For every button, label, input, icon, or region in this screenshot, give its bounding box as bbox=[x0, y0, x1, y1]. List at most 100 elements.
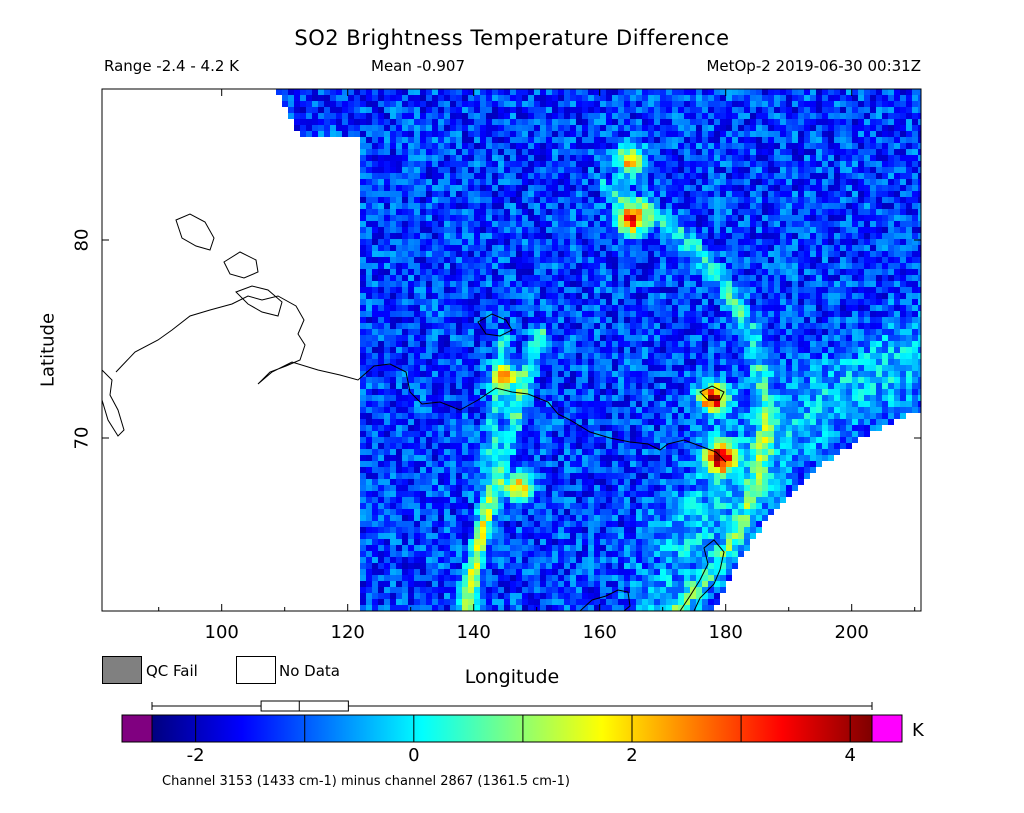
swath-pixel bbox=[546, 149, 552, 155]
swath-pixel bbox=[780, 209, 786, 215]
swath-pixel bbox=[762, 101, 768, 107]
swath-pixel bbox=[780, 257, 786, 263]
swath-pixel bbox=[702, 131, 708, 137]
swath-pixel bbox=[456, 371, 462, 377]
swath-pixel bbox=[666, 191, 672, 197]
swath-pixel bbox=[864, 329, 870, 335]
swath-pixel bbox=[780, 353, 786, 359]
swath-pixel bbox=[396, 257, 402, 263]
swath-pixel bbox=[480, 353, 486, 359]
swath-pixel bbox=[516, 365, 522, 371]
swath-pixel bbox=[666, 101, 672, 107]
swath-pixel bbox=[384, 179, 390, 185]
swath-pixel bbox=[756, 203, 762, 209]
swath-pixel bbox=[804, 287, 810, 293]
swath-pixel bbox=[408, 263, 414, 269]
swath-pixel bbox=[588, 155, 594, 161]
swath-pixel bbox=[456, 359, 462, 365]
swath-pixel bbox=[528, 167, 534, 173]
swath-pixel bbox=[846, 203, 852, 209]
swath-pixel bbox=[606, 149, 612, 155]
swath-pixel bbox=[450, 293, 456, 299]
swath-pixel bbox=[690, 167, 696, 173]
swath-pixel bbox=[402, 161, 408, 167]
swath-pixel bbox=[600, 245, 606, 251]
swath-pixel bbox=[594, 227, 600, 233]
swath-pixel bbox=[372, 305, 378, 311]
swath-pixel bbox=[816, 245, 822, 251]
swath-pixel bbox=[852, 341, 858, 347]
swath-pixel bbox=[384, 401, 390, 407]
swath-pixel bbox=[732, 197, 738, 203]
swath-pixel bbox=[504, 143, 510, 149]
swath-pixel bbox=[552, 389, 558, 395]
swath-pixel bbox=[552, 227, 558, 233]
swath-pixel bbox=[576, 257, 582, 263]
swath-pixel bbox=[552, 185, 558, 191]
swath-pixel bbox=[504, 293, 510, 299]
swath-pixel bbox=[744, 221, 750, 227]
swath-pixel bbox=[702, 311, 708, 317]
swath-pixel bbox=[552, 119, 558, 125]
swath-pixel bbox=[612, 197, 618, 203]
swath-pixel bbox=[426, 263, 432, 269]
swath-pixel bbox=[594, 209, 600, 215]
swath-pixel bbox=[588, 197, 594, 203]
swath-pixel bbox=[468, 155, 474, 161]
swath-pixel bbox=[402, 275, 408, 281]
swath-pixel bbox=[900, 215, 906, 221]
swath-pixel bbox=[918, 137, 921, 143]
swath-pixel bbox=[882, 179, 888, 185]
swath-pixel bbox=[414, 167, 420, 173]
swath-pixel bbox=[606, 305, 612, 311]
swath-pixel bbox=[390, 173, 396, 179]
swath-pixel bbox=[792, 191, 798, 197]
swath-pixel bbox=[912, 89, 918, 95]
swath-pixel bbox=[834, 329, 840, 335]
swath-pixel bbox=[648, 245, 654, 251]
swath-pixel bbox=[456, 323, 462, 329]
swath-pixel bbox=[774, 293, 780, 299]
swath-pixel bbox=[450, 119, 456, 125]
swath-pixel bbox=[912, 239, 918, 245]
swath-pixel bbox=[888, 287, 894, 293]
swath-pixel bbox=[630, 197, 636, 203]
swath-pixel bbox=[672, 389, 678, 395]
swath-pixel bbox=[360, 389, 366, 395]
swath-pixel bbox=[576, 101, 582, 107]
swath-pixel bbox=[810, 167, 816, 173]
swath-pixel bbox=[600, 197, 606, 203]
swath-pixel bbox=[900, 347, 906, 353]
swath-pixel bbox=[426, 269, 432, 275]
swath-pixel bbox=[738, 95, 744, 101]
swath-pixel bbox=[690, 95, 696, 101]
swath-pixel bbox=[618, 281, 624, 287]
swath-pixel bbox=[726, 137, 732, 143]
swath-pixel bbox=[402, 95, 408, 101]
swath-pixel bbox=[756, 143, 762, 149]
swath-pixel bbox=[426, 233, 432, 239]
swath-pixel bbox=[486, 251, 492, 257]
swath-pixel bbox=[624, 395, 630, 401]
swath-pixel bbox=[870, 287, 876, 293]
swath-pixel bbox=[516, 197, 522, 203]
swath-pixel bbox=[708, 149, 714, 155]
swath-pixel bbox=[576, 179, 582, 185]
swath-pixel bbox=[756, 317, 762, 323]
swath-pixel bbox=[408, 107, 414, 113]
swath-pixel bbox=[864, 347, 870, 353]
swath-pixel bbox=[810, 311, 816, 317]
swath-pixel bbox=[498, 269, 504, 275]
swath-pixel bbox=[438, 341, 444, 347]
swath-pixel bbox=[456, 335, 462, 341]
swath-pixel bbox=[510, 107, 516, 113]
swath-pixel bbox=[762, 299, 768, 305]
swath-pixel bbox=[606, 215, 612, 221]
swath-pixel bbox=[360, 161, 366, 167]
swath-pixel bbox=[804, 317, 810, 323]
swath-pixel bbox=[834, 221, 840, 227]
swath-pixel bbox=[672, 131, 678, 137]
swath-pixel bbox=[648, 251, 654, 257]
swath-pixel bbox=[450, 389, 456, 395]
swath-pixel bbox=[678, 215, 684, 221]
